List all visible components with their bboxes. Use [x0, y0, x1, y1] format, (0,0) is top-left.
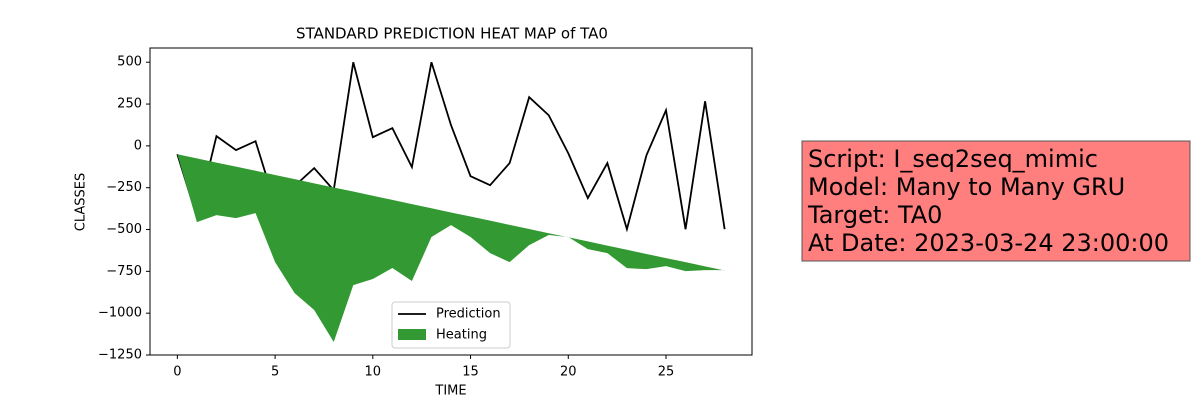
chart-title: STANDARD PREDICTION HEAT MAP of TA0 [296, 25, 608, 43]
x-tick-label: 5 [271, 365, 279, 380]
y-tick-label: −1250 [98, 348, 142, 363]
annotation-line: At Date: 2023-03-24 23:00:00 [808, 229, 1169, 257]
y-tick-label: −1000 [98, 306, 142, 321]
x-tick-label: 0 [173, 365, 181, 380]
annotation-line: Target: TA0 [807, 201, 942, 229]
x-tick-label: 25 [658, 365, 675, 380]
heating-area [177, 154, 725, 342]
x-tick-label: 20 [560, 365, 577, 380]
y-tick-label: 0 [134, 138, 142, 153]
y-axis-label: CLASSES [74, 173, 89, 231]
annotation-line: Model: Many to Many GRU [808, 173, 1125, 201]
x-tick-label: 10 [365, 365, 382, 380]
y-tick-label: 500 [117, 55, 142, 70]
plot-frame [149, 47, 753, 356]
legend-swatch [398, 329, 426, 340]
info-box [801, 140, 1191, 262]
y-tick-label: −500 [106, 222, 142, 237]
y-tick-label: −750 [106, 264, 142, 279]
x-tick-label: 15 [462, 365, 479, 380]
legend-label: Heating [436, 328, 487, 343]
x-axis-label: TIME [434, 384, 466, 399]
y-tick-label: −250 [106, 180, 142, 195]
y-tick-label: 250 [117, 97, 142, 112]
legend-label: Prediction [436, 307, 501, 322]
annotation-line: Script: I_seq2seq_mimic [808, 145, 1098, 173]
